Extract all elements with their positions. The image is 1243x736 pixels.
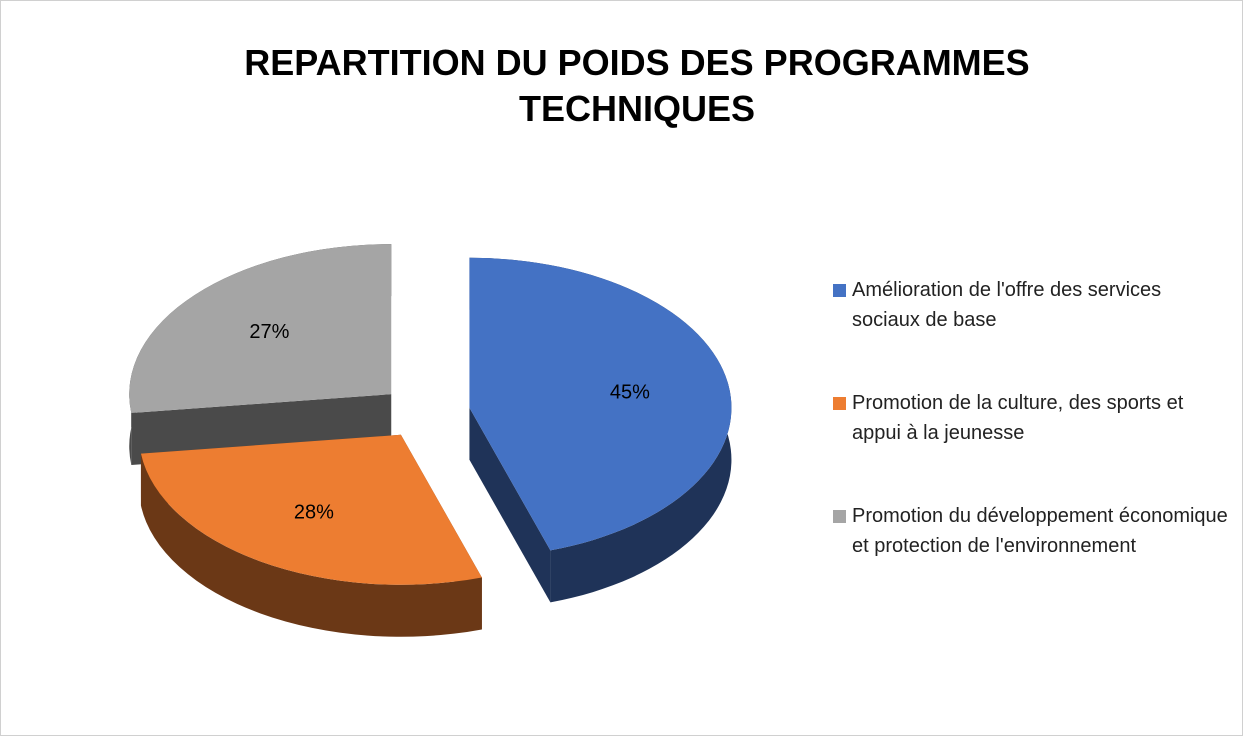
slice [140,434,482,585]
legend-item: Promotion de la culture, des sports et a… [833,388,1233,448]
slice-side [469,407,551,603]
legend-swatch [833,510,846,523]
legend: Amélioration de l'offre des services soc… [833,275,1233,614]
chart-title: REPARTITION DU POIDS DES PROGRAMMES TECH… [244,42,1030,129]
legend-label: Promotion du développement économique et… [852,505,1228,557]
data-label: 45% [610,382,650,404]
legend-swatch [833,397,846,410]
legend-item: Amélioration de l'offre des services soc… [833,275,1233,335]
slice [129,244,392,413]
legend-swatch [833,284,846,297]
legend-label: Amélioration de l'offre des services soc… [852,279,1162,331]
legend-label: Promotion de la culture, des sports et a… [852,392,1184,444]
data-label: 28% [294,502,334,524]
data-label: 27% [249,321,289,343]
slice-side [140,453,482,637]
slice [469,257,732,551]
legend-item: Promotion du développement économique et… [833,501,1233,561]
